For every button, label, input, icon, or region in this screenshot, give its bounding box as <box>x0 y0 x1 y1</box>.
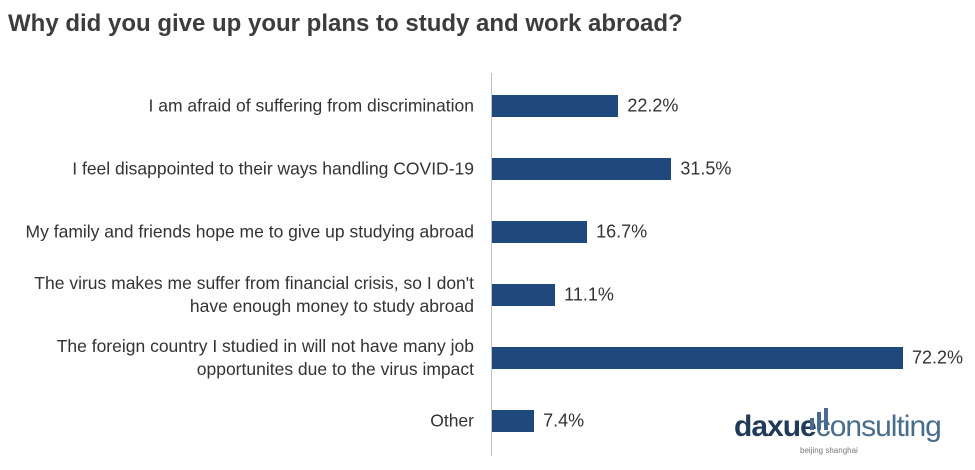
logo-text: daxueconsulting <box>734 410 942 444</box>
value-label: 22.2% <box>627 95 679 116</box>
logo-brand: daxue <box>734 410 817 443</box>
value-label: 31.5% <box>680 158 732 179</box>
value-label: 16.7% <box>596 221 648 242</box>
category-label: The foreign country I studied in will no… <box>56 336 474 379</box>
category-label: Other <box>430 410 474 431</box>
bar <box>492 410 535 432</box>
bar <box>492 284 556 306</box>
chart-title: Why did you give up your plans to study … <box>8 10 683 37</box>
category-label: My family and friends hope me to give up… <box>25 221 474 242</box>
value-label: 72.2% <box>912 347 964 368</box>
logo: daxueconsulting beijing shanghai <box>734 408 942 455</box>
value-label: 7.4% <box>543 410 585 431</box>
logo-tagline: beijing shanghai <box>800 446 858 455</box>
bar <box>492 95 619 117</box>
bar <box>492 221 588 243</box>
bar <box>492 347 903 369</box>
value-label: 11.1% <box>564 284 614 305</box>
category-axis <box>491 73 492 456</box>
logo-brand: consulting <box>815 410 942 443</box>
category-label: I am afraid of suffering from discrimina… <box>148 95 474 116</box>
category-label: The virus makes me suffer from financial… <box>34 273 474 316</box>
logo-icon <box>810 408 828 430</box>
bar <box>492 158 672 180</box>
category-label: I feel disappointed to their ways handli… <box>72 158 474 179</box>
